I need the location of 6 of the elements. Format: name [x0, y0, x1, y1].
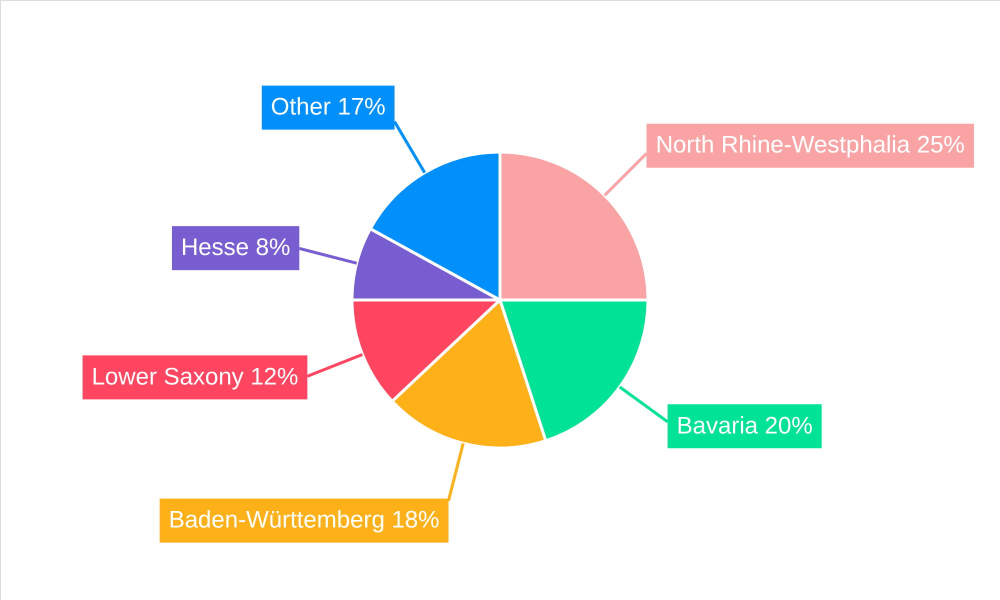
slice-label: North Rhine-Westphalia 25%	[656, 132, 965, 159]
slice-label: Hesse 8%	[180, 234, 290, 262]
slice-label: Bavaria 20%	[676, 412, 813, 440]
slice-label: Other 17%	[270, 94, 386, 121]
slice-label: Lower Saxony 12%	[92, 363, 298, 390]
slice-label: Baden-Württemberg 18%	[168, 506, 440, 534]
